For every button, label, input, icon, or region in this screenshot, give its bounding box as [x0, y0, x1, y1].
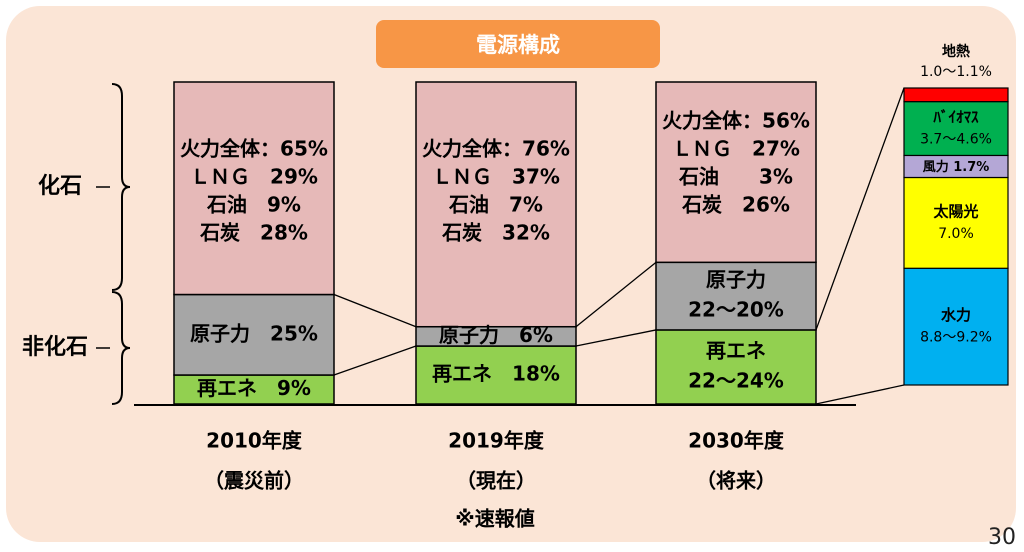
category-label: 2030年度 — [688, 429, 785, 453]
fossil-bracket — [111, 83, 131, 291]
bar-label-thermal: ＬＮＧ 29% — [190, 165, 318, 189]
breakdown-geothermal — [903, 87, 1009, 103]
bar-label-nuclear: 原子力 6% — [439, 323, 553, 347]
breakdown-label-solar: 太陽光 — [933, 202, 978, 220]
footnote: ※速報値 — [455, 507, 534, 531]
page-number: 30 — [988, 525, 1016, 550]
zoom-line — [815, 87, 905, 331]
zoom-line — [815, 384, 905, 405]
bar-nuclear-1 — [173, 293, 335, 376]
non-fossil-label: 非化石 — [22, 334, 88, 360]
category-label: 2019年度 — [448, 429, 545, 453]
bar-label-renewable: 再エネ — [706, 338, 766, 362]
breakdown-solar — [903, 176, 1009, 269]
bar-label-thermal: 石炭 28% — [199, 221, 308, 245]
bar-label-thermal: 石油 3% — [678, 165, 793, 189]
bar-label-thermal: 石炭 32% — [441, 221, 550, 245]
category-label: 2010年度 — [206, 429, 303, 453]
bar-label-thermal: 火力全体：56% — [662, 109, 810, 133]
connector-line — [333, 345, 417, 376]
bar-thermal-3 — [655, 81, 817, 264]
fossil-label: 化石 — [38, 173, 82, 199]
bar-nuclear-3 — [655, 261, 817, 331]
connector-line — [575, 329, 657, 347]
bar-label-thermal: ＬＮＧ 27% — [672, 137, 800, 161]
bar-label-renewable: 22～24% — [688, 368, 784, 392]
bar-label-thermal: ＬＮＧ 37% — [432, 165, 560, 189]
bar-label-nuclear: 原子力 — [706, 268, 766, 292]
breakdown-label-geothermal: 地熱 — [942, 43, 970, 60]
category-note: （現在） — [456, 469, 536, 493]
bar-label-thermal: 石油 9% — [206, 193, 301, 217]
breakdown-hydro — [903, 267, 1009, 386]
bar-renewable-2 — [415, 345, 577, 405]
breakdown-value-solar: 7.0% — [938, 226, 974, 242]
breakdown-value-geothermal: 1.0～1.1% — [920, 64, 992, 80]
bar-renewable-3 — [655, 329, 817, 405]
bar-label-thermal: 石炭 26% — [681, 193, 790, 217]
bar-label-nuclear: 22～20% — [688, 298, 784, 322]
bar-thermal-2 — [415, 81, 577, 328]
breakdown-label-biomass: ﾊﾞｲｵﾏｽ — [932, 108, 979, 126]
bar-label-thermal: 火力全体：65% — [180, 137, 328, 161]
breakdown-biomass — [903, 101, 1009, 157]
category-note: （将来） — [696, 469, 776, 493]
bar-label-renewable: 再エネ 9% — [197, 376, 311, 400]
bar-label-nuclear: 原子力 25% — [190, 321, 318, 345]
bar-label-thermal: 石油 7% — [448, 193, 543, 217]
bar-label-renewable: 再エネ 18% — [432, 362, 560, 386]
connector-line — [575, 261, 657, 328]
breakdown-value-hydro: 8.8～9.2% — [920, 330, 992, 346]
breakdown-label-wind: 風力 1.7% — [923, 159, 990, 175]
bar-thermal-1 — [173, 81, 335, 296]
breakdown-label-hydro: 水力 — [941, 306, 971, 324]
non-fossil-bracket — [111, 291, 131, 405]
chart-title: 電源構成 — [376, 20, 660, 68]
bar-label-thermal: 火力全体：76% — [422, 137, 570, 161]
category-note: （震災前） — [204, 469, 304, 493]
connector-line — [333, 293, 417, 328]
breakdown-value-biomass: 3.7～4.6% — [920, 132, 992, 148]
